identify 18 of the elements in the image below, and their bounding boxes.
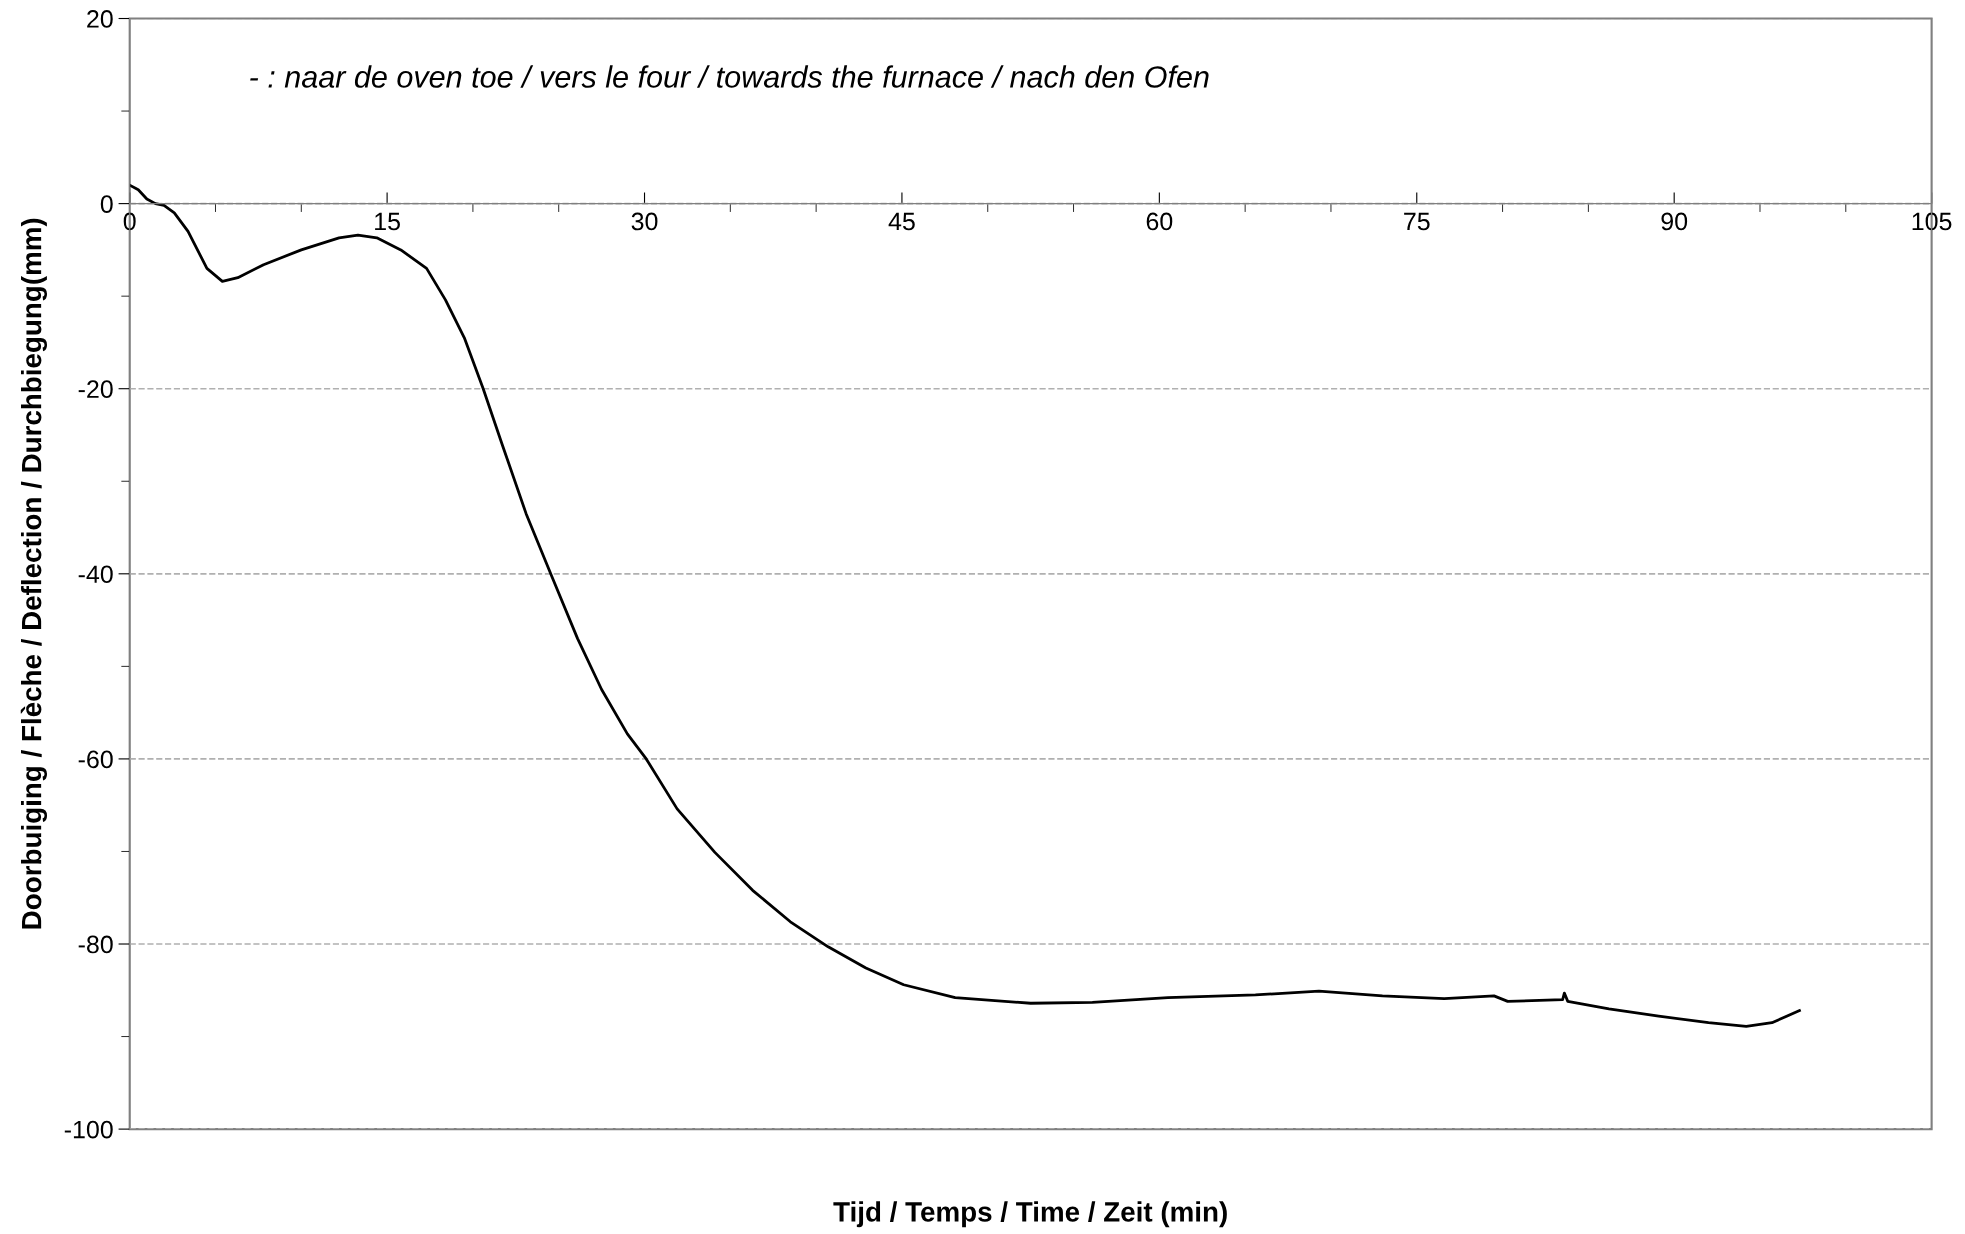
x-tick-label: 0: [123, 212, 136, 231]
y-tick-label: -80: [78, 935, 113, 954]
y-tick-label: 20: [87, 10, 113, 28]
y-tick-label: -60: [78, 750, 113, 769]
x-tick-label: 75: [1404, 212, 1430, 231]
y-axis-title: Doorbuiging / Flèche / Deflection / Durchbiegung(mm): [20, 218, 48, 929]
y-tick-label: -40: [78, 565, 113, 584]
x-tick-label: 90: [1661, 212, 1688, 231]
annotation: - : naar de oven toe / vers le four / towards the furnace / nach den Ofen: [250, 65, 1209, 88]
y-tick-label: -100: [64, 1120, 113, 1139]
y-tick-label: 0: [100, 195, 113, 213]
x-tick-label: 30: [631, 212, 658, 231]
x-tick-label: 15: [375, 212, 400, 231]
x-tick-label: 45: [888, 212, 915, 231]
x-axis-title: Tijd / Temps / Time / Zeit (min): [833, 1201, 1227, 1228]
x-tick-label: 60: [1146, 212, 1173, 231]
x-tick-label: 105: [1912, 212, 1952, 231]
y-tick-label: -20: [78, 380, 113, 399]
